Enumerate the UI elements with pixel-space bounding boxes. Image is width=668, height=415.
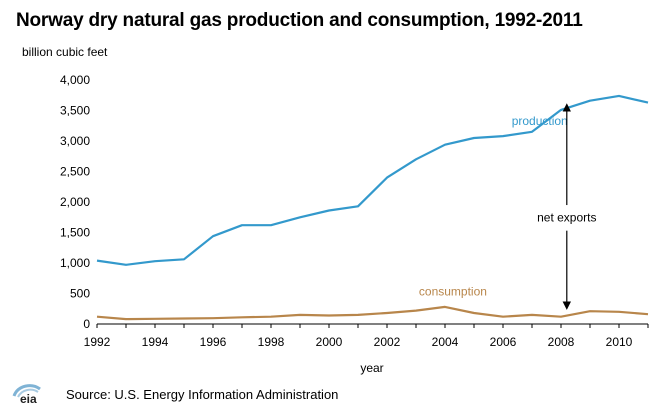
x-tick-label: 2004 <box>432 335 459 349</box>
x-tick-label: 1994 <box>142 335 169 349</box>
y-tick-label: 2,500 <box>60 165 90 179</box>
eia-logo-text: eia <box>20 392 37 406</box>
production-annotation: production <box>512 114 568 128</box>
x-axis-label: year <box>360 361 383 375</box>
y-tick-label: 3,500 <box>60 104 90 118</box>
x-tick-label: 1996 <box>200 335 227 349</box>
y-axis-label: billion cubic feet <box>22 45 108 59</box>
x-tick-label: 2010 <box>606 335 633 349</box>
x-tick-label: 1998 <box>258 335 285 349</box>
production-series-line <box>96 94 649 266</box>
y-tick-label: 4,000 <box>60 73 90 87</box>
y-tick-label: 2,000 <box>60 195 90 209</box>
chart-title: Norway dry natural gas production and co… <box>16 10 583 31</box>
y-tick-label: 3,000 <box>60 134 90 148</box>
eia-logo-icon: eia <box>12 384 41 406</box>
y-tick-label: 500 <box>70 287 90 301</box>
consumption-series-line <box>96 305 649 321</box>
x-tick-label: 1992 <box>84 335 111 349</box>
x-tick-label: 2006 <box>490 335 517 349</box>
source-note: eia Source: U.S. Energy Information Admi… <box>10 382 338 406</box>
x-tick-label: 2000 <box>316 335 343 349</box>
net-exports-annotation: net exports <box>537 210 596 224</box>
x-tick-label: 2008 <box>548 335 575 349</box>
y-tick-label: 1,000 <box>60 256 90 270</box>
source-text: Source: U.S. Energy Information Administ… <box>66 386 339 402</box>
consumption-annotation: consumption <box>419 285 487 299</box>
y-tick-label: 0 <box>83 317 90 331</box>
y-tick-label: 1,500 <box>60 226 90 240</box>
x-tick-label: 2002 <box>374 335 401 349</box>
